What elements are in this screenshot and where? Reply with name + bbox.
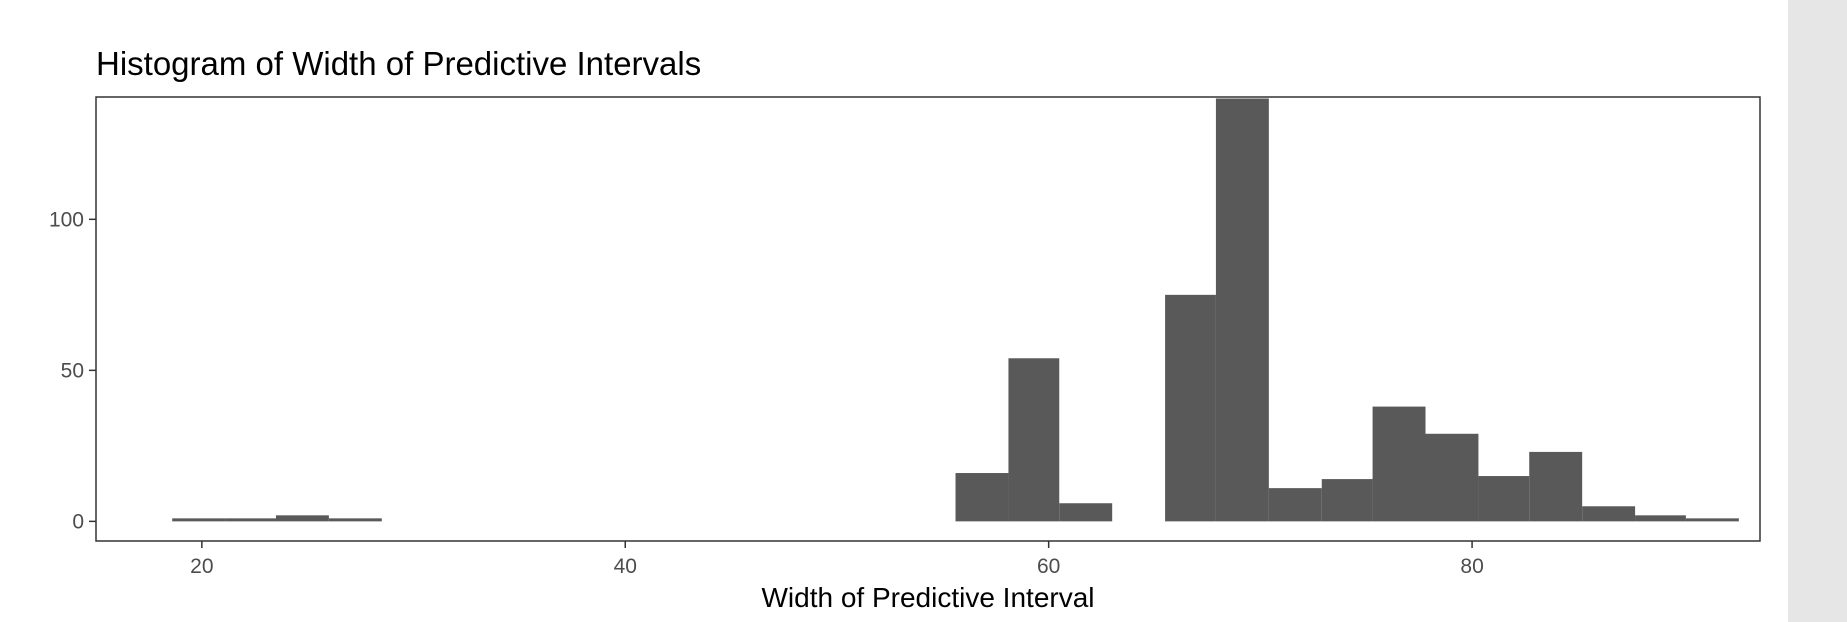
histogram-bar-10 [1321,479,1373,522]
y-tick-label-1: 50 [61,359,84,382]
histogram-bar-8 [1215,98,1269,522]
y-tick-label-2: 100 [49,208,84,231]
histogram-bar-4 [955,473,1009,522]
histogram-bar-1 [225,518,276,522]
histogram-bar-15 [1582,506,1636,522]
histogram-bar-17 [1685,518,1739,522]
histogram-bar-2 [275,515,329,522]
chart-title: Histogram of Width of Predictive Interva… [96,45,701,82]
background-strip [1788,0,1847,622]
histogram-bar-5 [1008,358,1060,522]
histogram-bar-3 [328,518,382,522]
x-tick-label-1: 40 [614,555,637,578]
y-axis: 0 50 100 [49,208,96,533]
histogram-bar-16 [1635,515,1686,522]
x-tick-label-0: 20 [190,555,213,578]
histogram-bar-13 [1478,476,1530,522]
x-axis: 20 40 60 80 [190,541,1484,578]
histogram-bar-0 [172,518,226,522]
histogram-bar-11 [1372,406,1426,522]
histogram-bar-12 [1425,433,1479,522]
plot-panel-border [95,96,1761,542]
histogram-bar-6 [1059,503,1113,522]
x-tick-label-2: 60 [1037,555,1060,578]
histogram-bar-14 [1529,451,1583,522]
bars-group [172,98,1739,522]
x-tick-label-3: 80 [1460,555,1483,578]
histogram-bar-9 [1268,488,1322,522]
y-tick-label-0: 0 [72,510,84,533]
x-axis-label: Width of Predictive Interval [761,582,1094,613]
histogram-bar-7 [1165,294,1216,522]
